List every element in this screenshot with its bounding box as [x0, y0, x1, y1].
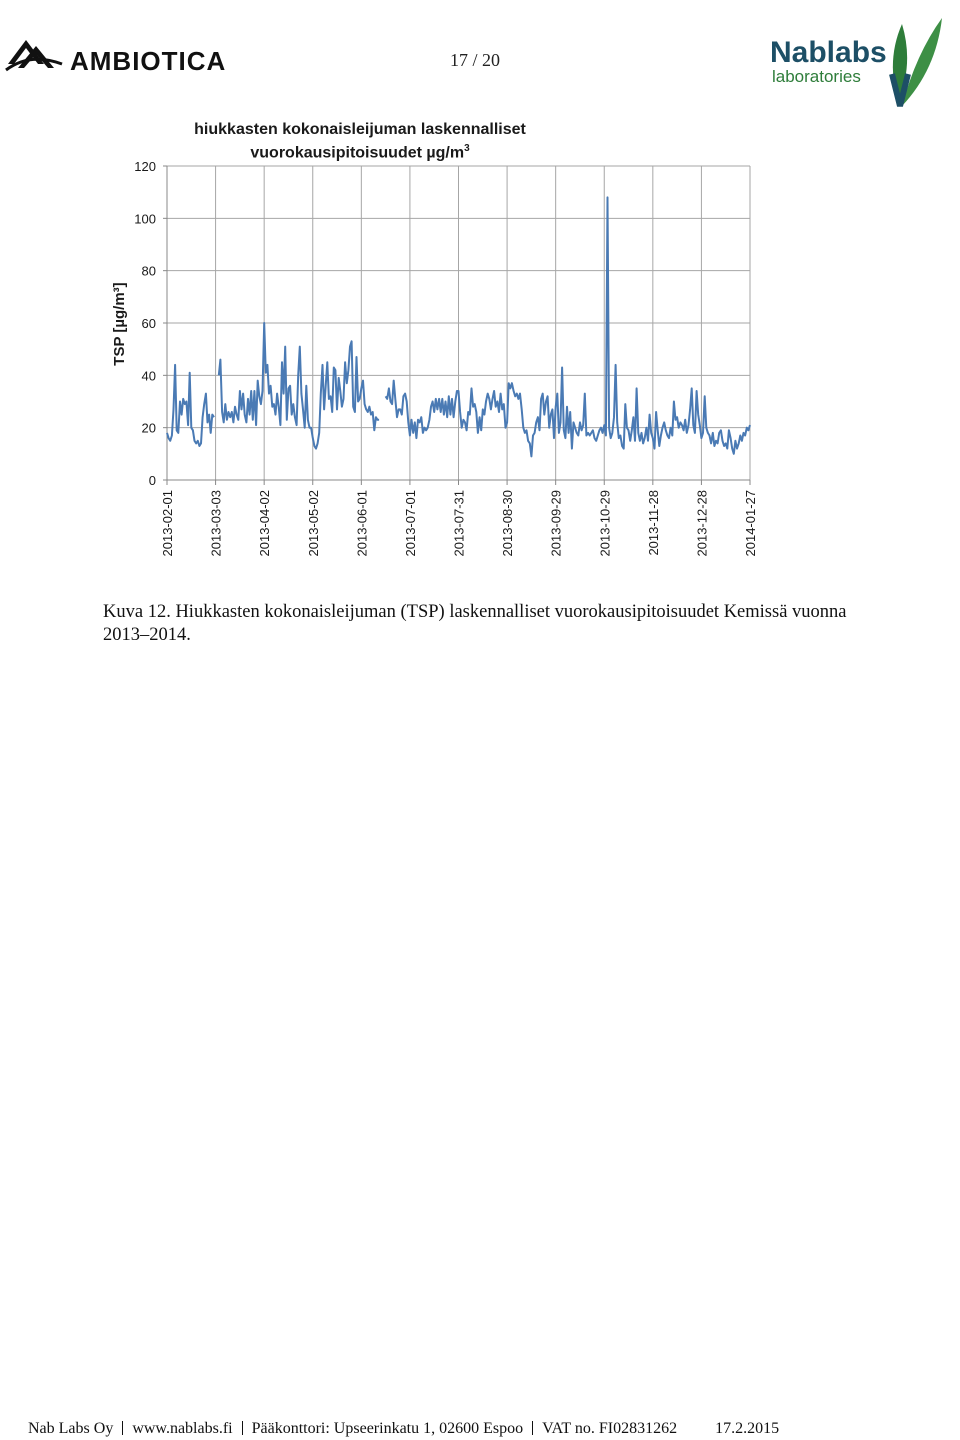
x-tick-label: 2013-03-03 [209, 490, 224, 557]
y-tick-label: 0 [149, 473, 156, 488]
nablabs-leaf-icon [889, 18, 942, 107]
x-tick-label: 2013-04-02 [257, 490, 272, 557]
footer-vat: VAT no. FI02831262 [542, 1420, 678, 1437]
x-tick-label: 2013-08-30 [500, 490, 515, 557]
y-tick-label: 20 [142, 421, 156, 436]
x-tick-label: 2013-07-31 [452, 490, 467, 557]
footer-divider [532, 1421, 534, 1435]
chart-title: hiukkasten kokonaisleijuman laskennallis… [160, 120, 560, 162]
x-tick-label: 2013-05-02 [306, 490, 321, 557]
y-tick-label: 60 [142, 316, 156, 331]
x-tick-label: 2014-01-27 [743, 490, 758, 557]
y-tick-label: 120 [134, 159, 156, 174]
x-tick-label: 2013-11-28 [646, 490, 661, 556]
chart-axes [163, 165, 751, 485]
x-tick-label: 2013-09-29 [549, 490, 564, 557]
nablabs-logo: Nablabs laboratories [766, 14, 948, 110]
footer-date: 17.2.2015 [715, 1420, 780, 1437]
y-axis-label: TSP [µg/m³] [111, 282, 128, 365]
x-tick-label: 2013-12-28 [694, 490, 709, 557]
footer-divider [122, 1421, 124, 1435]
series-line-segment [166, 363, 215, 447]
footer-website[interactable]: www.nablabs.fi [132, 1420, 233, 1437]
y-tick-label: 40 [142, 368, 156, 383]
y-tick-labels: 0 20 40 60 80 100 120 [134, 159, 156, 488]
footer-divider [241, 1421, 243, 1435]
ambiotica-logo-text: AMBIOTICA [70, 46, 226, 76]
nablabs-logo-name: Nablabs [770, 36, 887, 69]
series-lines [166, 196, 751, 458]
series-line-segment [217, 322, 380, 450]
footer-company: Nab Labs Oy [28, 1420, 114, 1437]
chart-title-superscript: 3 [464, 143, 470, 154]
ambiotica-emblem-icon [5, 40, 63, 72]
nablabs-logo-subtitle: laboratories [772, 67, 861, 86]
x-tick-label: 2013-10-29 [597, 490, 612, 557]
x-tick-label: 2013-02-01 [160, 490, 175, 557]
y-tick-label: 100 [134, 211, 156, 226]
x-tick-label: 2013-07-01 [403, 490, 418, 557]
y-tick-label: 80 [142, 264, 156, 279]
chart-title-text: hiukkasten kokonaisleijuman laskennallis… [194, 121, 526, 162]
chart-grid [166, 165, 751, 480]
series-line-segment [384, 196, 751, 458]
figure-caption: Kuva 12. Hiukkasten kokonaisleijuman (TS… [103, 602, 847, 645]
page-footer: Nab Labs Oy www.nablabs.fi Pääkonttori: Up… [28, 1420, 938, 1438]
page-number: 17 / 20 [449, 50, 500, 70]
x-tick-label: 2013-06-01 [354, 490, 369, 557]
footer-office: Pääkonttori: Upseerinkatu 1, 02600 Espoo [251, 1420, 524, 1437]
ambiotica-logo: AMBIOTICA [4, 34, 264, 78]
x-tick-labels: 2013-02-01 2013-03-03 2013-04-02 2013-05-02… [160, 490, 758, 557]
